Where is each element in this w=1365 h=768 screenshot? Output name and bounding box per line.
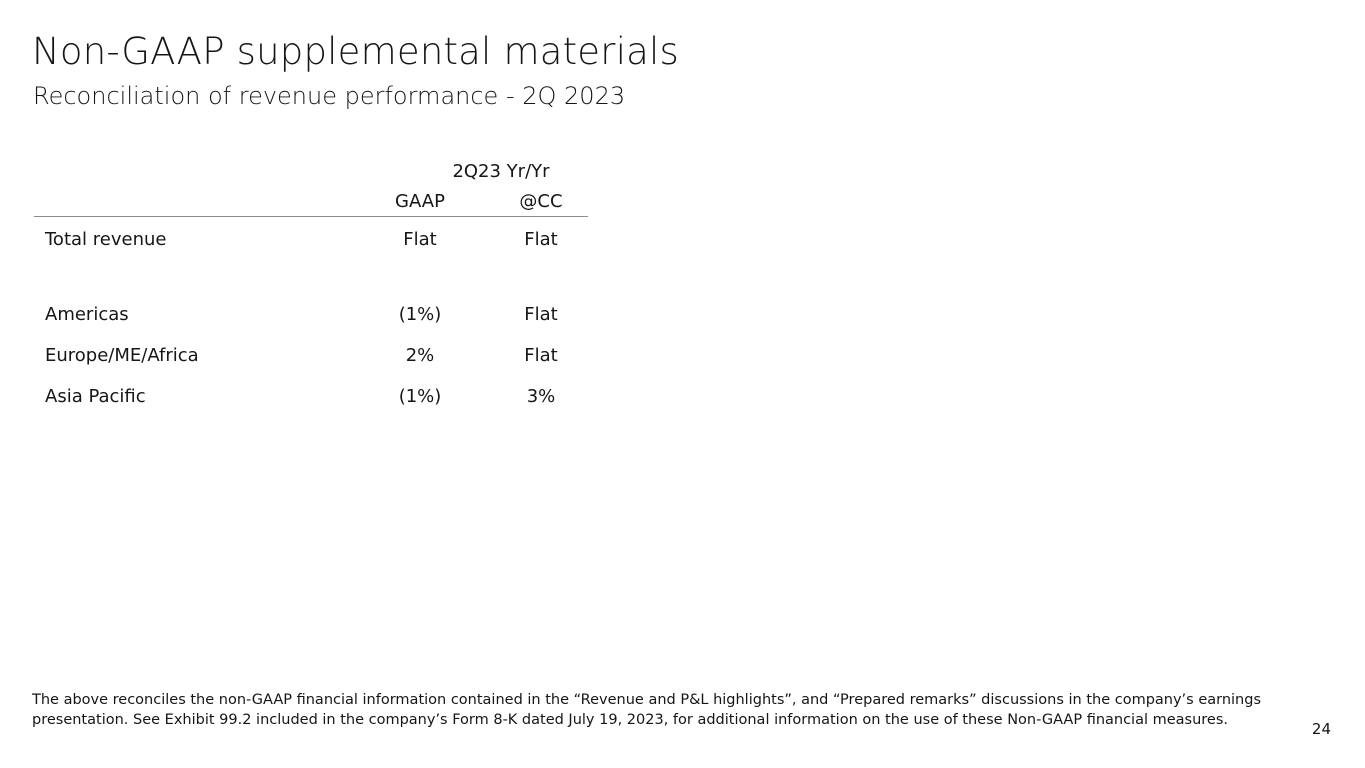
row-label: Europe/ME/Africa (45, 345, 199, 366)
table-column-headers: GAAP @CC (34, 188, 588, 217)
table-row: Total revenue Flat Flat (34, 226, 588, 254)
page-title: Non-GAAP supplemental materials (32, 30, 679, 73)
row-cc-value: Flat (524, 229, 558, 250)
table-row: Asia Pacific (1%) 3% (34, 383, 588, 411)
column-header-gaap: GAAP (395, 191, 445, 212)
page-subtitle: Reconciliation of revenue performance - … (33, 82, 626, 110)
group-header-label: 2Q23 Yr/Yr (452, 161, 550, 182)
row-gaap-value: (1%) (398, 304, 442, 325)
column-header-cc: @CC (519, 191, 563, 212)
page-number: 24 (1311, 720, 1331, 738)
table-row: Americas (1%) Flat (34, 301, 588, 329)
row-cc-value: Flat (524, 345, 558, 366)
row-gaap-value: 2% (405, 345, 435, 366)
row-label: Total revenue (45, 229, 167, 250)
footnote: The above reconciles the non-GAAP financ… (32, 692, 1262, 728)
table-group-header: 2Q23 Yr/Yr (34, 158, 588, 186)
row-gaap-value: Flat (403, 229, 437, 250)
table-row: Europe/ME/Africa 2% Flat (34, 342, 588, 370)
row-gaap-value: (1%) (398, 386, 442, 407)
row-label: Americas (45, 304, 129, 325)
row-cc-value: Flat (524, 304, 558, 325)
row-label: Asia Pacific (45, 386, 146, 407)
row-cc-value: 3% (526, 386, 556, 407)
